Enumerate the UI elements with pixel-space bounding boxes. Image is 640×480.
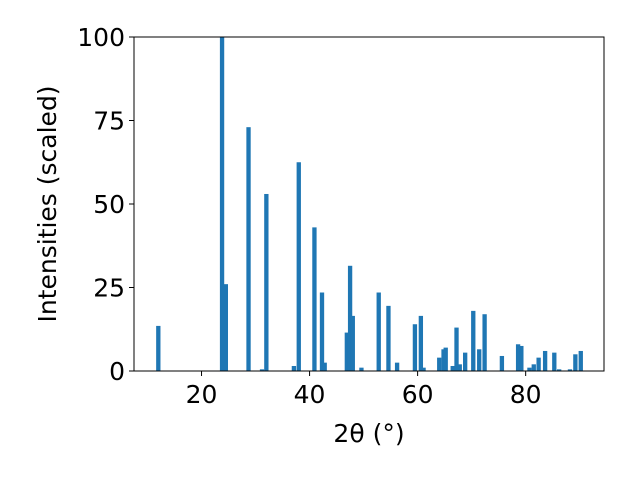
- y-axis-ticks: 0 25 50 75 100: [77, 23, 134, 386]
- bar: [519, 345, 524, 371]
- bar: [477, 349, 482, 371]
- bar: [573, 354, 578, 371]
- bar: [386, 305, 391, 371]
- bar: [312, 227, 317, 371]
- bar: [418, 315, 424, 371]
- bar: [515, 344, 521, 371]
- x-axis-ticks: 20 40 60 80: [186, 371, 542, 409]
- bar: [578, 350, 583, 371]
- x-tick-label: 20: [186, 380, 218, 409]
- y-tick-label: 0: [109, 357, 125, 386]
- bar: [437, 357, 442, 371]
- bar: [322, 362, 327, 371]
- bar: [457, 364, 462, 371]
- bar: [219, 37, 225, 371]
- bar: [443, 347, 448, 371]
- bar: [542, 350, 548, 371]
- bar: [223, 284, 228, 371]
- bar: [527, 367, 532, 371]
- bar: [552, 352, 557, 371]
- x-tick-label: 80: [510, 380, 542, 409]
- bar: [557, 369, 562, 371]
- bar: [394, 362, 400, 371]
- bar: [347, 265, 353, 371]
- x-axis-label: 2θ (°): [333, 419, 404, 448]
- bar: [359, 367, 364, 371]
- bar: [536, 357, 541, 371]
- y-tick-label: 75: [93, 107, 125, 136]
- bar: [454, 327, 459, 371]
- bar: [350, 315, 355, 371]
- x-tick-label: 60: [402, 380, 434, 409]
- bar: [156, 325, 161, 371]
- y-tick-label: 100: [77, 23, 125, 52]
- bar: [319, 292, 325, 371]
- bar: [463, 352, 468, 371]
- bar: [344, 332, 350, 371]
- bar: [246, 127, 251, 372]
- bar: [482, 314, 487, 371]
- bar: [296, 162, 301, 371]
- bars-group: [156, 37, 583, 372]
- plot-frame: [133, 36, 605, 372]
- bar: [471, 310, 476, 371]
- bar: [450, 365, 455, 371]
- bar: [259, 369, 265, 371]
- bar: [412, 324, 418, 371]
- bar: [531, 364, 536, 371]
- bar: [291, 365, 297, 371]
- y-tick-label: 50: [93, 190, 125, 219]
- bar: [421, 367, 426, 371]
- bar: [376, 292, 381, 371]
- x-tick-label: 40: [294, 380, 326, 409]
- y-tick-label: 25: [93, 274, 125, 303]
- bar: [567, 369, 573, 371]
- bar: [499, 355, 505, 371]
- bar: [264, 193, 269, 371]
- y-axis-label: Intensities (scaled): [33, 85, 62, 322]
